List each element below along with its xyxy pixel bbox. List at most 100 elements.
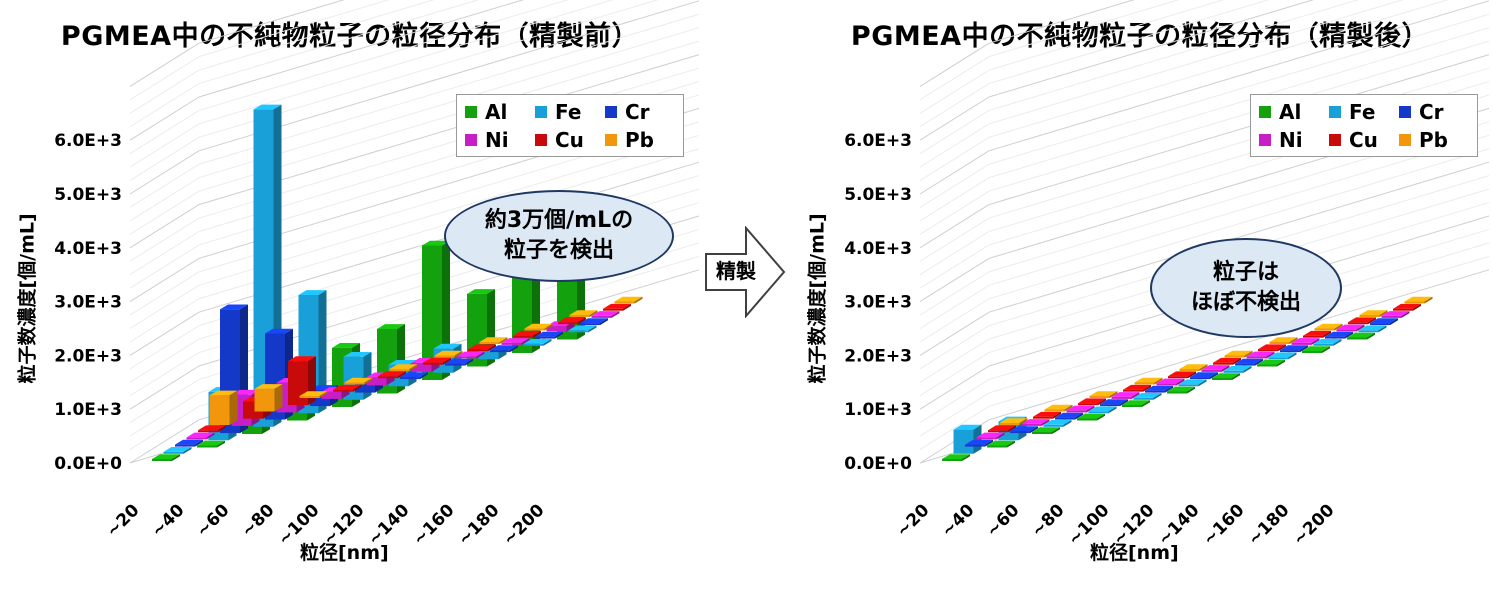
bar-side <box>623 303 631 311</box>
bar-side <box>589 310 598 317</box>
bar-side <box>1322 346 1330 353</box>
bar <box>1190 372 1218 380</box>
y-tick-label: 1.0E+3 <box>844 400 912 420</box>
bar <box>152 454 180 461</box>
bar-front <box>1133 397 1154 400</box>
bar-side <box>600 318 608 326</box>
bar <box>344 377 373 385</box>
bar-front <box>1100 404 1120 407</box>
bar <box>175 439 203 447</box>
gridline <box>919 365 990 410</box>
gridline <box>198 54 700 206</box>
bar-side <box>1334 323 1343 331</box>
gridline <box>129 217 200 262</box>
bar-top <box>423 357 451 363</box>
bar-side <box>1255 358 1263 366</box>
bar <box>568 325 597 333</box>
bar-side <box>1333 339 1342 346</box>
legend-label: Cu <box>1349 128 1378 152</box>
gridline <box>129 150 200 195</box>
bar-side <box>1379 310 1388 317</box>
gridline <box>129 284 200 329</box>
bar-front <box>1223 370 1244 373</box>
bar-front <box>942 459 962 461</box>
bar-side <box>1277 359 1285 367</box>
gridline <box>129 123 200 168</box>
bar-chart-3d: 0.0E+0 1.0E+3 2.0E+3 3.0E+3 4.0E+3 5.0E+3 6.0E… <box>54 0 700 550</box>
legend-label: Al <box>485 100 508 124</box>
bar-front <box>524 328 545 331</box>
x-axis-label: 粒径[nm] <box>300 542 389 564</box>
bar-front <box>1178 384 1199 387</box>
legend-swatch <box>465 106 477 118</box>
bar-front <box>422 245 442 380</box>
bar <box>1133 393 1162 400</box>
legend-item: Ni <box>465 128 535 152</box>
legend-swatch <box>605 106 617 118</box>
bar-top <box>1223 366 1252 371</box>
legend-label: Cr <box>625 100 650 124</box>
bar-front <box>445 363 465 366</box>
bar-top <box>1179 364 1208 369</box>
x-tick-label: ~20 <box>103 500 144 541</box>
gridline <box>988 134 1490 286</box>
bar <box>1235 358 1263 366</box>
bar <box>1258 344 1286 352</box>
bar-front <box>976 437 997 440</box>
bar-side <box>1289 337 1298 344</box>
bar-side <box>1210 372 1218 380</box>
bar-side <box>319 391 328 398</box>
bar <box>445 358 473 366</box>
bar <box>1348 317 1376 325</box>
bar-front <box>987 445 1007 448</box>
bar <box>999 418 1028 425</box>
arrow-label: 精製 <box>716 259 756 283</box>
bar-front <box>1358 330 1379 333</box>
bar <box>378 371 406 379</box>
bar <box>197 440 225 448</box>
bar <box>198 425 226 433</box>
bar-top <box>1178 379 1207 385</box>
gridline <box>919 257 990 303</box>
gridline <box>988 27 1490 179</box>
bar-side <box>353 384 361 392</box>
bar-front <box>1043 424 1064 427</box>
bar <box>400 372 428 380</box>
bar-front <box>1168 376 1188 379</box>
bar-top <box>1066 405 1095 411</box>
legend-item: Fe <box>535 100 605 124</box>
annotation-line: 約3万個/mLの <box>484 208 634 233</box>
bar <box>254 384 283 412</box>
bar-side <box>183 447 192 454</box>
bar <box>389 364 418 371</box>
bar <box>1347 332 1375 340</box>
gridline <box>919 163 990 208</box>
bar-top <box>1224 350 1253 356</box>
y-tick-label: 4.0E+3 <box>54 239 122 259</box>
bar-side <box>996 432 1005 440</box>
gridline <box>129 177 200 222</box>
gridline <box>919 96 990 141</box>
y-tick-label: 6.0E+3 <box>844 131 912 151</box>
bar-front <box>400 377 420 380</box>
bar-front <box>580 323 600 326</box>
bar-top <box>1044 404 1073 410</box>
bar <box>1122 400 1150 407</box>
gridline <box>919 392 990 437</box>
bar <box>524 323 553 331</box>
bar <box>163 447 192 454</box>
bar-side <box>398 371 406 379</box>
bar-front <box>1347 337 1367 340</box>
bar-front <box>1268 357 1289 360</box>
bar-front <box>321 391 342 399</box>
gridline <box>129 419 200 464</box>
legend-swatch <box>1399 134 1411 146</box>
gridline <box>129 271 200 316</box>
bar-top <box>344 377 373 383</box>
bar-front <box>175 444 195 447</box>
x-tick-label: ~80 <box>1028 500 1069 541</box>
bar <box>490 345 518 353</box>
bar-side <box>1390 318 1398 326</box>
bar-front <box>1088 411 1109 414</box>
bar-top <box>422 240 450 246</box>
